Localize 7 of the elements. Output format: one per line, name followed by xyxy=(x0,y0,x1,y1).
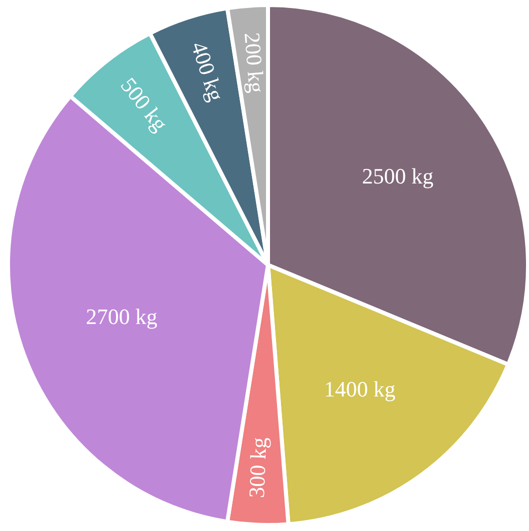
slice-label: 200 kg xyxy=(240,31,270,94)
slice-label: 300 kg xyxy=(244,436,272,498)
slice-label: 1400 kg xyxy=(324,376,396,402)
slice-label: 400 kg xyxy=(186,38,229,104)
slice-label: 2700 kg xyxy=(86,304,158,330)
slice-label: 2500 kg xyxy=(362,163,434,188)
slice-label: 500 kg xyxy=(116,72,173,136)
